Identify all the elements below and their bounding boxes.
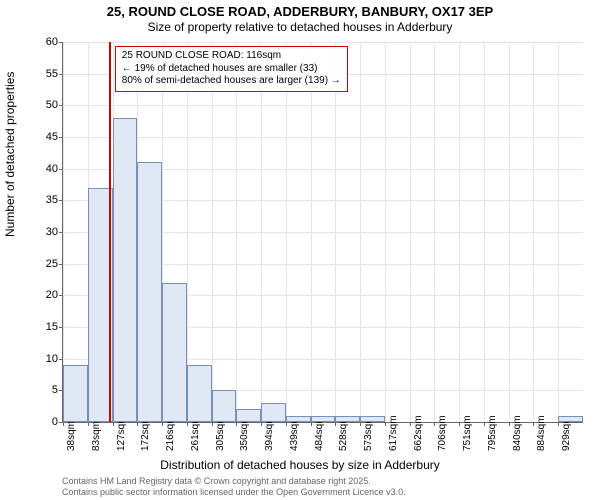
x-tick-mark	[236, 422, 237, 426]
histogram-bar	[212, 390, 237, 422]
grid-line-v	[434, 42, 435, 422]
x-tick-mark	[509, 422, 510, 426]
y-tick-label: 45	[33, 131, 58, 143]
histogram-bar	[162, 283, 187, 422]
x-tick-label: 840sqm	[512, 415, 523, 451]
y-tick-label: 60	[33, 36, 58, 48]
x-tick-mark	[137, 422, 138, 426]
x-tick-mark	[434, 422, 435, 426]
grid-line-h	[63, 105, 583, 106]
grid-line-v	[212, 42, 213, 422]
y-tick-label: 25	[33, 258, 58, 270]
x-tick-label: 795sqm	[487, 415, 498, 451]
x-tick-mark	[335, 422, 336, 426]
x-tick-label: 884sqm	[536, 415, 547, 451]
grid-line-h	[63, 42, 583, 43]
grid-line-v	[261, 42, 262, 422]
x-tick-mark	[385, 422, 386, 426]
x-tick-label: 706sqm	[437, 415, 448, 451]
histogram-bar	[558, 416, 583, 422]
y-tick-label: 50	[33, 99, 58, 111]
x-tick-mark	[459, 422, 460, 426]
grid-line-v	[484, 42, 485, 422]
annotation-box: 25 ROUND CLOSE ROAD: 116sqm← 19% of deta…	[115, 46, 348, 92]
y-tick-label: 35	[33, 194, 58, 206]
y-tick-label: 10	[33, 353, 58, 365]
chart-title-main: 25, ROUND CLOSE ROAD, ADDERBURY, BANBURY…	[0, 4, 600, 19]
chart-title-sub: Size of property relative to detached ho…	[0, 20, 600, 34]
y-axis-label: Number of detached properties	[3, 72, 17, 237]
grid-line-v	[385, 42, 386, 422]
x-tick-label: 617sqm	[388, 415, 399, 451]
y-tick-label: 15	[33, 321, 58, 333]
x-tick-mark	[558, 422, 559, 426]
histogram-bar	[236, 409, 261, 422]
grid-line-v	[410, 42, 411, 422]
y-tick-label: 0	[33, 416, 58, 428]
x-tick-mark	[162, 422, 163, 426]
grid-line-v	[533, 42, 534, 422]
grid-line-v	[459, 42, 460, 422]
y-tick-label: 40	[33, 163, 58, 175]
chart-container: 25, ROUND CLOSE ROAD, ADDERBURY, BANBURY…	[0, 0, 600, 500]
x-tick-mark	[360, 422, 361, 426]
x-tick-mark	[484, 422, 485, 426]
y-tick-label: 55	[33, 68, 58, 80]
grid-line-v	[236, 42, 237, 422]
x-tick-label: 662sqm	[413, 415, 424, 451]
x-tick-mark	[286, 422, 287, 426]
histogram-bar	[311, 416, 336, 422]
x-tick-mark	[212, 422, 213, 426]
histogram-bar	[360, 416, 385, 422]
grid-line-v	[360, 42, 361, 422]
x-tick-mark	[187, 422, 188, 426]
grid-line-v	[558, 42, 559, 422]
histogram-bar	[187, 365, 212, 422]
grid-line-v	[335, 42, 336, 422]
annotation-line-2: ← 19% of detached houses are smaller (33…	[122, 63, 341, 76]
y-tick-label: 20	[33, 289, 58, 301]
attribution: Contains HM Land Registry data © Crown c…	[62, 476, 406, 498]
y-tick-label: 30	[33, 226, 58, 238]
grid-line-v	[286, 42, 287, 422]
reference-line	[109, 42, 111, 422]
x-tick-label: 751sqm	[462, 415, 473, 451]
x-tick-mark	[533, 422, 534, 426]
grid-line-h	[63, 137, 583, 138]
annotation-line-3: 80% of semi-detached houses are larger (…	[122, 75, 341, 88]
x-tick-mark	[410, 422, 411, 426]
histogram-bar	[335, 416, 360, 422]
x-tick-mark	[311, 422, 312, 426]
x-tick-label: 38sqm	[66, 421, 77, 451]
attribution-line-1: Contains HM Land Registry data © Crown c…	[62, 476, 406, 487]
grid-line-v	[311, 42, 312, 422]
x-tick-mark	[261, 422, 262, 426]
histogram-bar	[261, 403, 286, 422]
x-tick-label: 83sqm	[91, 421, 102, 451]
attribution-line-2: Contains public sector information licen…	[62, 487, 406, 498]
grid-line-v	[509, 42, 510, 422]
x-tick-mark	[63, 422, 64, 426]
histogram-bar	[63, 365, 88, 422]
plot-area: 05101520253035404550556038sqm83sqm127sqm…	[62, 42, 583, 423]
x-tick-mark	[88, 422, 89, 426]
x-tick-mark	[113, 422, 114, 426]
annotation-line-1: 25 ROUND CLOSE ROAD: 116sqm	[122, 50, 341, 63]
histogram-bar	[286, 416, 311, 422]
y-tick-label: 5	[33, 384, 58, 396]
histogram-bar	[113, 118, 138, 422]
x-axis-label: Distribution of detached houses by size …	[0, 458, 600, 472]
histogram-bar	[137, 162, 162, 422]
